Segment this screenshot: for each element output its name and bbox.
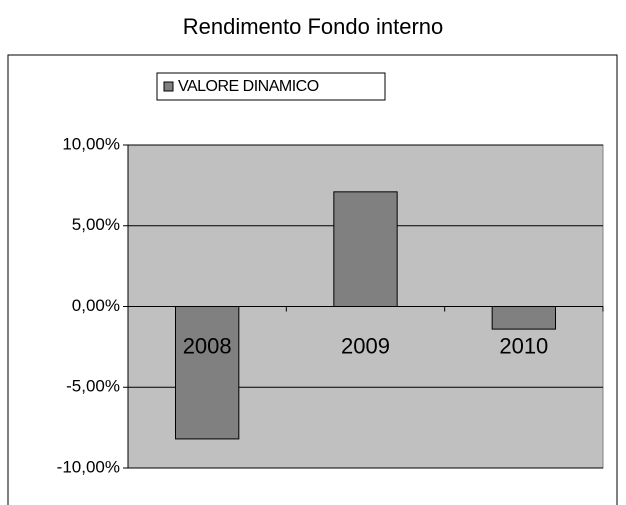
legend-swatch <box>163 81 174 92</box>
bar <box>175 306 240 440</box>
y-tick-label: -10,00% <box>57 457 120 476</box>
y-tick-label: 0,00% <box>72 296 120 315</box>
x-tick-label: 2010 <box>499 333 548 358</box>
x-tick-label: 2008 <box>183 333 232 358</box>
chart-border <box>7 54 618 505</box>
y-tick-label: 5,00% <box>72 215 120 234</box>
bar <box>333 191 398 308</box>
y-tick-label: 10,00% <box>62 134 120 153</box>
bar <box>491 306 556 330</box>
chart-title: Rendimento Fondo interno <box>183 14 444 39</box>
y-tick-label: -5,00% <box>66 377 120 396</box>
legend-box <box>156 72 386 101</box>
x-tick-label: 2009 <box>341 333 390 358</box>
legend-label: VALORE DINAMICO <box>178 78 319 95</box>
